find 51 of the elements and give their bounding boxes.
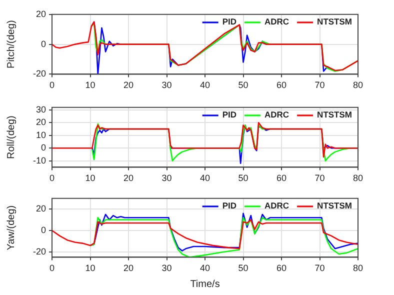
x-tick-label: 40: [200, 263, 210, 274]
x-tick-label: 10: [85, 173, 96, 184]
x-tick-label: 10: [85, 80, 96, 90]
x-tick-label: 60: [276, 80, 287, 90]
y-tick-label: 0: [40, 38, 46, 49]
x-tick-label: 20: [123, 263, 134, 274]
x-tick-label: 80: [352, 173, 364, 184]
x-tick-label: 30: [162, 80, 172, 90]
legend-label: ADRC: [264, 110, 290, 120]
x-tick-label: 40: [200, 173, 210, 184]
legend-label: PID: [222, 200, 237, 211]
x-tick-label: 20: [123, 80, 134, 90]
y-tick-label: 0: [40, 142, 46, 153]
legend-label: PID: [222, 110, 237, 120]
y-tick-label: 30: [36, 104, 46, 114]
y-tick-label: 10: [36, 130, 46, 140]
x-tick-label: 70: [314, 173, 325, 184]
x-tick-label: 80: [352, 263, 364, 274]
x-tick-label: 70: [314, 263, 325, 274]
legend-label: PID: [222, 16, 237, 27]
y-axis-title: Pitch/(deg): [6, 20, 17, 68]
y-tick-label: 20: [36, 117, 46, 128]
y-axis-title: Yaw/(deg): [6, 205, 17, 250]
y-tick-label: -20: [32, 246, 46, 256]
x-tick-label: 60: [276, 173, 287, 184]
y-tick-label: 20: [36, 204, 46, 214]
x-tick-label: 0: [49, 80, 55, 90]
x-tick-label: 20: [123, 173, 134, 184]
y-axis-title: Roll/(deg): [6, 116, 17, 159]
x-tick-label: 80: [352, 80, 364, 90]
x-tick-label: 0: [49, 173, 55, 184]
legend-label: NTSTSM: [317, 200, 352, 211]
x-tick-label: 30: [162, 173, 172, 184]
x-tick-label: 50: [238, 173, 248, 184]
legend-label: ADRC: [264, 16, 290, 27]
x-tick-label: 40: [200, 80, 210, 90]
x-tick-label: 50: [238, 263, 248, 274]
y-tick-label: -10: [32, 155, 46, 166]
x-tick-label: 50: [238, 80, 248, 90]
y-tick-label: -20: [32, 68, 46, 79]
x-axis-title: Time/s: [190, 278, 220, 290]
y-tick-label: 20: [36, 8, 46, 19]
x-tick-label: 10: [85, 263, 96, 274]
x-tick-label: 30: [162, 263, 172, 274]
legend-label: ADRC: [264, 200, 290, 211]
x-tick-label: 70: [314, 80, 325, 90]
legend-label: NTSTSM: [317, 110, 352, 120]
x-tick-label: 0: [49, 263, 55, 274]
legend-label: NTSTSM: [317, 16, 352, 27]
x-tick-label: 60: [276, 263, 287, 274]
y-tick-label: 0: [40, 224, 46, 235]
